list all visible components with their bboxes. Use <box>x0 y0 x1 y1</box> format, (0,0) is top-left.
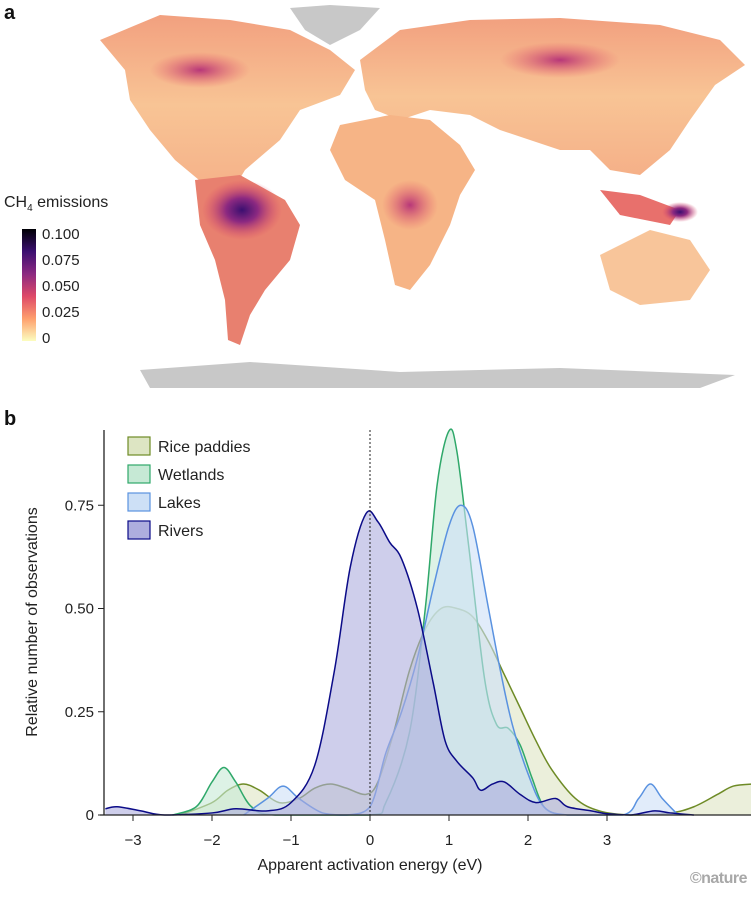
southeast-asia-hotspot <box>662 202 698 222</box>
x-axis-label: Apparent activation energy (eV) <box>257 857 482 874</box>
legend-swatch-wetlands <box>127 464 151 484</box>
x-tick-label: 0 <box>366 832 374 849</box>
colorbar-tick: 0.100 <box>42 226 80 243</box>
legend-swatch-rice-paddies <box>127 436 151 456</box>
colorbar-tick: 0.025 <box>42 304 80 321</box>
colorbar-title-main: CH <box>4 194 28 211</box>
y-tick-label: 0 <box>86 807 94 824</box>
congo-hotspot <box>382 180 438 230</box>
panel-a-label: a <box>4 2 16 24</box>
x-tick-label: 3 <box>603 832 611 849</box>
greenland <box>290 5 380 45</box>
y-tick-label: 0.50 <box>65 601 94 618</box>
antarctica <box>140 362 735 388</box>
colorbar-title-sub: 4 <box>27 203 33 215</box>
area-lakes <box>243 505 679 815</box>
colorbar-tick: 0.050 <box>42 278 80 295</box>
area-rivers <box>105 510 694 815</box>
x-tick-label: −3 <box>124 832 141 849</box>
x-tick-label: 2 <box>524 832 532 849</box>
colorbar-title-rest: emissions <box>32 194 109 211</box>
colorbar <box>22 229 36 341</box>
canada-hotspot <box>150 52 250 88</box>
x-tick-label: −2 <box>203 832 220 849</box>
legend-label-rice-paddies: Rice paddies <box>158 439 251 456</box>
y-tick-label: 0.75 <box>65 497 94 514</box>
eurasia <box>360 18 745 175</box>
nature-credit: ©nature <box>689 870 748 887</box>
x-tick-label: −1 <box>282 832 299 849</box>
y-axis-label: Relative number of observations <box>24 507 41 736</box>
line-rivers <box>105 510 694 816</box>
world-map <box>100 5 745 388</box>
x-tick-label: 1 <box>445 832 453 849</box>
north-hotspot <box>500 42 620 78</box>
legend-label-rivers: Rivers <box>158 523 203 540</box>
legend-swatch-lakes <box>127 492 151 512</box>
legend-label-lakes: Lakes <box>158 495 201 512</box>
australia <box>600 230 710 305</box>
colorbar-tick: 0.075 <box>42 252 80 269</box>
colorbar-title: CH4 emissions <box>4 194 108 214</box>
y-tick-label: 0.25 <box>65 704 94 721</box>
amazon-hotspot <box>202 180 282 240</box>
panel-b-label: b <box>4 408 17 430</box>
indonesia <box>600 190 680 225</box>
legend-label-wetlands: Wetlands <box>158 467 224 484</box>
legend-swatch-rivers <box>127 520 151 540</box>
colorbar-tick: 0 <box>42 330 51 347</box>
